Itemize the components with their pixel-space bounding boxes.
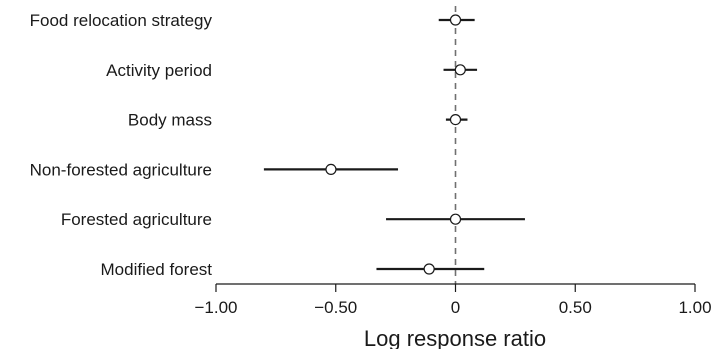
estimate-point	[449, 14, 462, 26]
x-tick-label: −1.00	[194, 298, 237, 317]
category-label: Modified forest	[101, 260, 213, 279]
category-label: Food relocation strategy	[30, 11, 213, 30]
estimate-point	[454, 64, 466, 76]
category-label: Forested agriculture	[61, 210, 212, 229]
category-labels: Food relocation strategy Activity period B…	[30, 11, 213, 279]
estimate-point	[423, 263, 435, 275]
category-label: Non-forested agriculture	[30, 160, 212, 179]
x-tick-label: 1.00	[678, 298, 711, 317]
x-axis: −1.00 −0.50 0 0.50 1.00	[194, 283, 712, 317]
estimate-point	[449, 213, 462, 225]
x-tick-label: 0.50	[559, 298, 592, 317]
estimate-point	[449, 113, 462, 126]
x-tick-label: −0.50	[314, 298, 357, 317]
category-label: Activity period	[106, 61, 212, 80]
estimate-point	[325, 163, 337, 175]
category-label: Body mass	[128, 111, 212, 130]
x-tick-label: 0	[451, 298, 460, 317]
x-axis-title: Log response ratio	[364, 326, 546, 349]
estimates-group	[263, 14, 525, 275]
